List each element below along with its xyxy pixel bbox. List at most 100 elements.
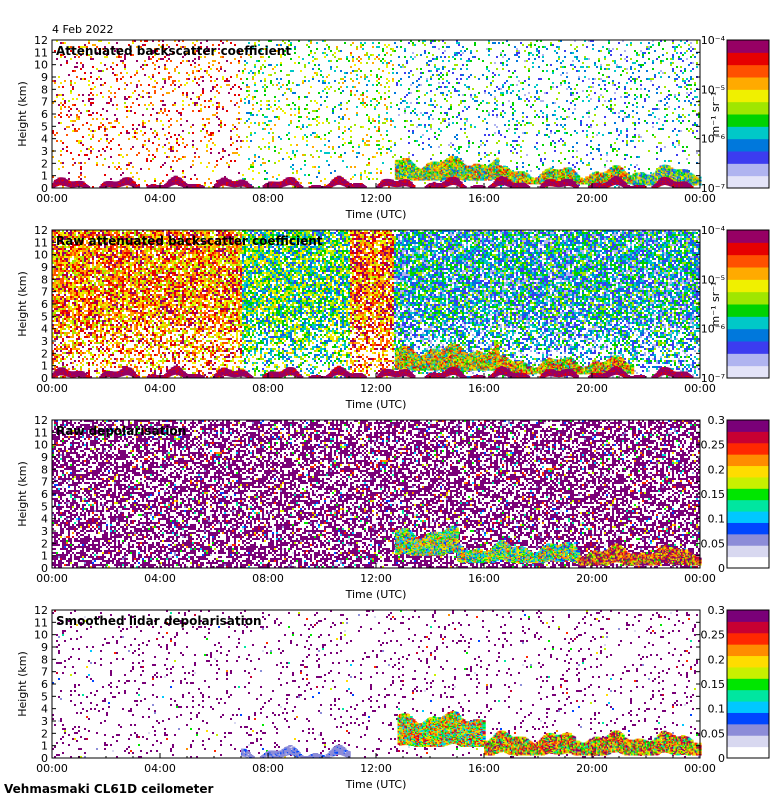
noise-cell	[90, 114, 92, 116]
noise-cell	[72, 88, 74, 90]
noise-cell	[92, 102, 94, 104]
noise-cell	[74, 66, 76, 68]
noise-cell	[110, 178, 112, 180]
noise-cell	[142, 68, 144, 70]
noise-cell	[162, 78, 164, 80]
noise-cell	[90, 150, 92, 152]
noise-cell	[122, 172, 124, 174]
noise-cell	[144, 144, 146, 146]
noise-cell	[116, 74, 118, 76]
noise-cell	[108, 96, 110, 98]
noise-cell	[136, 86, 138, 88]
noise-cell	[124, 82, 126, 84]
noise-cell	[120, 132, 122, 134]
noise-cell	[124, 96, 126, 98]
noise-cell	[114, 120, 116, 122]
noise-cell	[116, 78, 118, 80]
noise-cell	[102, 108, 104, 110]
noise-cell	[62, 166, 64, 168]
noise-cell	[116, 168, 118, 170]
noise-cell	[156, 82, 158, 84]
noise-cell	[72, 104, 74, 106]
noise-cell	[102, 124, 104, 126]
noise-cell	[122, 62, 124, 64]
noise-cell	[88, 80, 90, 82]
noise-cell	[78, 154, 80, 156]
noise-cell	[136, 128, 138, 130]
noise-cell	[156, 112, 158, 114]
noise-cell	[100, 84, 102, 86]
noise-cell	[126, 106, 128, 108]
noise-cell	[84, 104, 86, 106]
noise-cell	[60, 154, 62, 156]
noise-cell	[158, 144, 160, 146]
noise-cell	[92, 134, 94, 136]
noise-cell	[78, 162, 80, 164]
noise-cell	[70, 90, 72, 92]
noise-cell	[116, 104, 118, 106]
noise-cell	[60, 162, 62, 164]
noise-cell	[134, 136, 136, 138]
noise-cell	[130, 82, 132, 84]
noise-cell	[100, 154, 102, 156]
noise-cell	[152, 132, 154, 134]
noise-cell	[82, 124, 84, 126]
noise-cell	[64, 102, 66, 104]
noise-cell	[160, 166, 162, 168]
noise-cell	[152, 104, 154, 106]
noise-cell	[68, 106, 70, 108]
noise-cell	[140, 66, 142, 68]
noise-cell	[152, 158, 154, 160]
noise-cell	[76, 140, 78, 142]
noise-cell	[72, 130, 74, 132]
noise-cell	[118, 166, 120, 168]
noise-cell	[100, 126, 102, 128]
noise-cell	[92, 98, 94, 100]
noise-cell	[124, 68, 126, 70]
noise-cell	[78, 142, 80, 144]
noise-cell	[158, 72, 160, 74]
noise-cell	[60, 112, 62, 114]
noise-cell	[118, 154, 120, 156]
noise-cell	[152, 108, 154, 110]
noise-cell	[76, 114, 78, 116]
noise-cell	[68, 74, 70, 76]
noise-cell	[110, 140, 112, 142]
noise-cell	[102, 84, 104, 86]
noise-cell	[114, 166, 116, 168]
noise-cell	[90, 58, 92, 60]
noise-cell	[104, 174, 106, 176]
noise-cell	[130, 76, 132, 78]
noise-cell	[126, 98, 128, 100]
noise-cell	[150, 114, 152, 116]
noise-cell	[110, 66, 112, 68]
noise-cell	[146, 92, 148, 94]
noise-cell	[78, 176, 80, 178]
noise-cell	[158, 58, 160, 60]
noise-cell	[112, 126, 114, 128]
noise-cell	[112, 104, 114, 106]
noise-cell	[54, 82, 56, 84]
noise-cell	[106, 128, 108, 130]
noise-cell	[132, 166, 134, 168]
noise-cell	[80, 174, 82, 176]
noise-cell	[120, 148, 122, 150]
noise-cell	[124, 102, 126, 104]
noise-cell	[140, 130, 142, 132]
noise-cell	[82, 78, 84, 80]
noise-cell	[70, 92, 72, 94]
plot-area	[52, 40, 700, 188]
noise-cell	[156, 132, 158, 134]
noise-cell	[64, 128, 66, 130]
noise-cell	[60, 102, 62, 104]
noise-cell	[74, 128, 76, 130]
noise-cell	[62, 104, 64, 106]
noise-cell	[140, 96, 142, 98]
noise-cell	[58, 86, 60, 88]
noise-cell	[110, 92, 112, 94]
noise-cell	[88, 94, 90, 96]
noise-cell	[158, 66, 160, 68]
noise-cell	[122, 60, 124, 62]
noise-cell	[102, 70, 104, 72]
noise-cell	[124, 106, 126, 108]
